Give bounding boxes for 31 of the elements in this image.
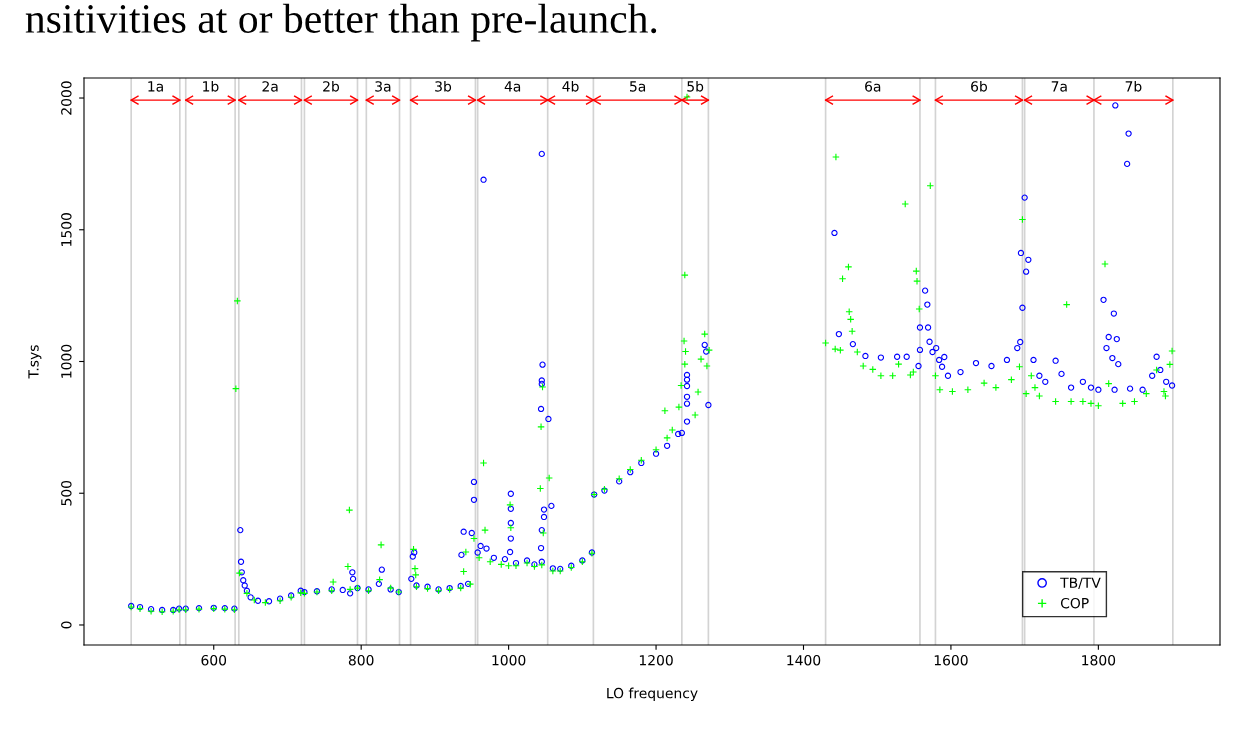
- ref-line-label: 3b: [435, 80, 452, 92]
- ref-line-label: 1a: [148, 81, 163, 92]
- ref-line-label: 7b: [1125, 80, 1142, 92]
- ref-line-label: 7a: [1051, 81, 1067, 92]
- x-tick-label: 800: [348, 654, 374, 666]
- y-tick-label: 1500: [61, 213, 72, 246]
- ref-line-label: 2a: [262, 81, 278, 92]
- y-tick-label: 500: [61, 480, 72, 506]
- y-tick-label: 0: [61, 621, 72, 629]
- x-tick-label: 1000: [492, 654, 526, 666]
- ref-line-label: 2b: [323, 80, 340, 92]
- ref-line-label: 6b: [971, 80, 988, 92]
- x-tick-label: 1200: [639, 654, 673, 666]
- x-tick-label: 1800: [1082, 654, 1116, 666]
- ref-line-label: 3a: [375, 81, 391, 92]
- x-tick-label: 1600: [934, 654, 968, 666]
- ref-line-label: 5a: [630, 81, 646, 92]
- x-tick-label: 600: [201, 654, 227, 666]
- ref-line-label: 1b: [203, 80, 219, 92]
- x-tick-label: 1400: [787, 654, 821, 666]
- ref-line-label: 4b: [562, 80, 579, 92]
- ref-line-label: 6a: [865, 81, 881, 92]
- text: nsitivities at or better than pre-launch.: [25, 3, 657, 42]
- ref-line-label: 5b: [687, 80, 704, 92]
- y-axis-title: T.sys: [28, 345, 42, 379]
- ref-line-label: 4a: [504, 81, 521, 92]
- legend-label: COP: [1060, 597, 1089, 609]
- legend-label: TB/TV: [1060, 577, 1101, 590]
- y-tick-label: 2000: [61, 81, 72, 115]
- x-axis-title: LO frequency: [607, 687, 698, 702]
- y-tick-label: 1000: [61, 344, 72, 378]
